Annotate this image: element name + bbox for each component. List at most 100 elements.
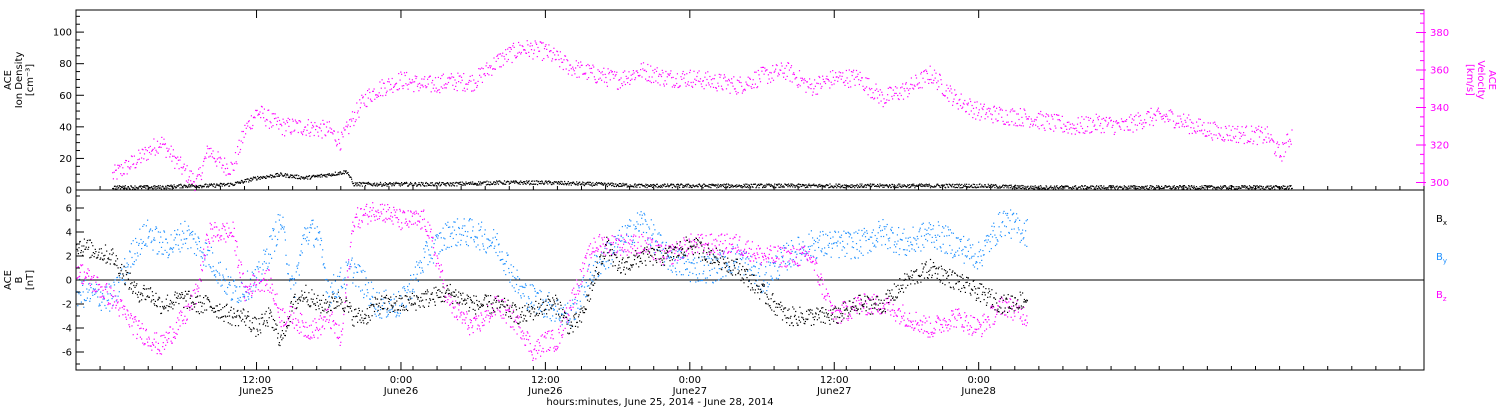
by-series-point xyxy=(570,309,572,311)
density-series-point xyxy=(1094,188,1096,190)
density-series-point xyxy=(485,181,487,183)
by-series-point xyxy=(906,249,908,251)
velocity-series-point xyxy=(1083,118,1085,120)
by-series-point xyxy=(804,245,806,247)
velocity-series-point xyxy=(596,81,598,83)
by-series-point xyxy=(549,304,551,306)
density-series-point xyxy=(1229,187,1231,189)
by-series-point xyxy=(501,251,503,253)
velocity-series-point xyxy=(973,113,975,115)
velocity-series-point xyxy=(154,147,156,149)
velocity-series-point xyxy=(1177,115,1179,117)
velocity-series-point xyxy=(1219,135,1222,137)
density-series-point xyxy=(413,184,415,186)
density-series-point xyxy=(987,183,989,185)
velocity-series-point xyxy=(608,71,611,73)
velocity-series-point xyxy=(889,86,892,89)
density-series-point xyxy=(937,183,939,185)
density-series-point xyxy=(616,184,618,187)
velocity-series-point xyxy=(681,78,683,80)
by-series-point xyxy=(688,261,690,263)
by-series-point xyxy=(213,274,215,277)
velocity-series-point xyxy=(636,70,638,72)
density-series-point xyxy=(1105,187,1107,189)
velocity-series-point xyxy=(574,73,576,75)
density-series-point xyxy=(1133,187,1135,189)
velocity-series-point xyxy=(715,87,717,89)
density-series-point xyxy=(627,185,629,187)
density-series-point xyxy=(544,182,546,184)
velocity-series-point xyxy=(1068,128,1071,130)
density-series-point xyxy=(1283,185,1285,187)
velocity-series-point xyxy=(136,161,138,164)
by-series-point xyxy=(895,246,897,248)
velocity-series-point xyxy=(797,86,799,88)
by-series-point xyxy=(432,237,434,239)
velocity-series-point xyxy=(130,155,133,157)
by-series-point xyxy=(670,256,672,258)
density-series-point xyxy=(415,183,417,185)
velocity-series-point xyxy=(1219,134,1221,136)
velocity-series-point xyxy=(143,158,145,160)
density-series-point xyxy=(972,183,974,185)
by-series-point xyxy=(169,247,172,249)
by-series-point xyxy=(641,217,643,219)
density-series-point xyxy=(409,183,411,185)
by-series-point xyxy=(90,287,92,289)
by-series-point xyxy=(894,241,896,243)
velocity-series-point xyxy=(1183,126,1185,128)
velocity-series-point xyxy=(294,129,296,131)
density-series-point xyxy=(450,183,452,185)
by-series-point xyxy=(352,276,354,279)
by-series-point xyxy=(103,295,105,297)
by-series-point xyxy=(569,318,571,320)
velocity-series-point xyxy=(146,150,148,152)
density-series-point xyxy=(1181,188,1183,190)
velocity-series-point xyxy=(573,70,575,72)
velocity-series-point xyxy=(167,150,169,152)
density-series-point xyxy=(822,185,824,187)
velocity-series-point xyxy=(305,134,307,136)
by-series-point xyxy=(558,318,560,320)
density-series-point xyxy=(879,183,881,185)
velocity-series-point xyxy=(744,89,746,91)
velocity-series-point xyxy=(165,156,167,158)
density-series-point xyxy=(966,183,968,185)
by-series-point xyxy=(423,248,425,250)
density-series-point xyxy=(901,184,903,186)
by-series-point xyxy=(413,274,415,276)
velocity-series-point xyxy=(895,92,897,94)
density-series-point xyxy=(662,184,664,186)
velocity-series-point xyxy=(1118,122,1120,124)
velocity-series-point xyxy=(1040,124,1042,127)
by-series-point xyxy=(251,296,253,299)
density-series-point xyxy=(700,185,702,187)
velocity-series-point xyxy=(307,124,309,126)
by-series-point xyxy=(624,225,626,227)
by-series-point xyxy=(77,305,79,307)
density-series-point xyxy=(871,183,873,185)
density-series-point xyxy=(655,186,657,188)
by-series-point xyxy=(487,238,489,240)
by-series-point xyxy=(85,299,87,302)
density-series-point xyxy=(772,186,774,188)
density-series-point xyxy=(457,182,459,184)
density-series-point xyxy=(256,179,258,181)
velocity-series-point xyxy=(1066,128,1068,130)
density-series-point xyxy=(181,187,183,189)
density-series-point xyxy=(177,185,179,187)
velocity-series-point xyxy=(1289,140,1292,142)
velocity-series-point xyxy=(1057,119,1059,121)
by-series-point xyxy=(537,292,539,294)
velocity-series-point xyxy=(950,88,952,90)
by-series-point xyxy=(715,259,717,261)
velocity-series-point xyxy=(1196,130,1198,132)
velocity-series-point xyxy=(201,172,203,174)
by-series-point xyxy=(254,269,256,271)
by-series-point xyxy=(438,253,440,255)
by-series-point xyxy=(860,246,862,248)
by-series-point xyxy=(790,240,793,242)
by-series-point xyxy=(314,227,316,229)
velocity-series-point xyxy=(1156,110,1158,112)
velocity-series-point xyxy=(185,168,187,170)
